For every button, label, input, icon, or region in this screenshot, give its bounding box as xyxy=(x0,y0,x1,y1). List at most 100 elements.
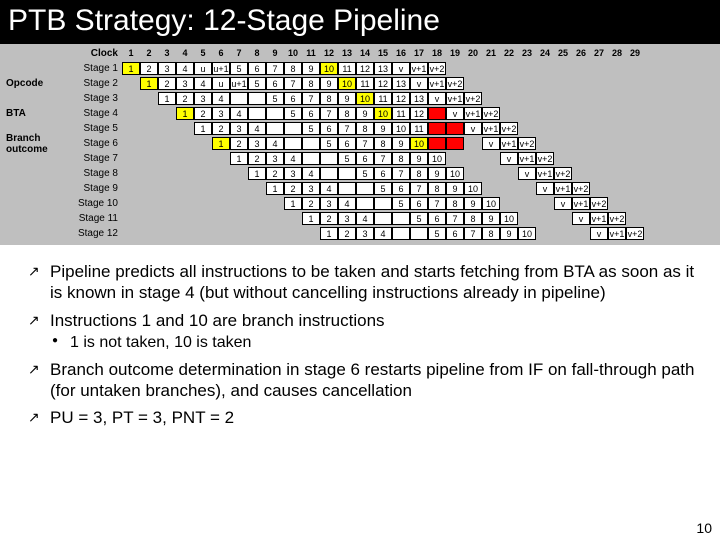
pipeline-cell: 5 xyxy=(374,182,392,195)
pipeline-cell: 3 xyxy=(284,167,302,180)
pipeline-cell xyxy=(266,122,284,135)
clock-col: 1 xyxy=(122,47,140,60)
pipeline-cell: v+1 xyxy=(500,137,518,150)
pipeline-cell xyxy=(248,107,266,120)
stage-label: Stage 1 xyxy=(68,63,122,74)
clock-col: 5 xyxy=(194,47,212,60)
pipeline-cell: v+1 xyxy=(428,77,446,90)
pipeline-cell xyxy=(374,197,392,210)
pipeline-cell: 5 xyxy=(338,152,356,165)
pipeline-cell: 6 xyxy=(302,107,320,120)
pipeline-cell: v xyxy=(572,212,590,225)
pipeline-cell: 4 xyxy=(338,197,356,210)
pipeline-cell: 2 xyxy=(266,167,284,180)
row-side-label: Opcode xyxy=(0,78,68,89)
pipeline-cell: 9 xyxy=(500,227,518,240)
clock-col: 21 xyxy=(482,47,500,60)
pipeline-cell: 9 xyxy=(374,122,392,135)
pipeline-cell: 5 xyxy=(302,122,320,135)
pipeline-cell: 6 xyxy=(374,167,392,180)
pipeline-cell: u xyxy=(194,62,212,75)
pipeline-cell: 5 xyxy=(428,227,446,240)
pipeline-cell: 7 xyxy=(356,137,374,150)
clock-col: 26 xyxy=(572,47,590,60)
pipeline-cell: v+1 xyxy=(590,212,608,225)
pipeline-cell: 6 xyxy=(266,77,284,90)
pipeline-cell xyxy=(302,137,320,150)
pipeline-cell: 4 xyxy=(284,152,302,165)
pipeline-cell: 2 xyxy=(158,77,176,90)
pipeline-cell: v+1 xyxy=(536,167,554,180)
pipeline-cell: 1 xyxy=(284,197,302,210)
pipeline-cell: 12 xyxy=(374,77,392,90)
bullet-item: Branch outcome determination in stage 6 … xyxy=(28,359,696,402)
pipeline-cell xyxy=(266,107,284,120)
pipeline-cell: u+1 xyxy=(212,62,230,75)
clock-label: Clock xyxy=(68,48,122,59)
clock-col: 18 xyxy=(428,47,446,60)
pipeline-cell: 1 xyxy=(140,77,158,90)
pipeline-cell: 7 xyxy=(446,212,464,225)
pipeline-cell: 11 xyxy=(374,92,392,105)
clock-col: 13 xyxy=(338,47,356,60)
slide-title: PTB Strategy: 12-Stage Pipeline xyxy=(0,0,720,44)
pipeline-cell xyxy=(446,137,464,150)
pipeline-cell xyxy=(320,167,338,180)
pipeline-cell: 3 xyxy=(212,107,230,120)
pipeline-cell: 10 xyxy=(446,167,464,180)
pipeline-cell: u+1 xyxy=(230,77,248,90)
pipeline-cell: 5 xyxy=(248,77,266,90)
pipeline-cell: u xyxy=(212,77,230,90)
pipeline-cell: 1 xyxy=(194,122,212,135)
stage-label: Stage 8 xyxy=(68,168,122,179)
pipeline-cell: v xyxy=(590,227,608,240)
pipeline-cell: 11 xyxy=(356,77,374,90)
pipeline-cell: 5 xyxy=(392,197,410,210)
pipeline-cell: 10 xyxy=(464,182,482,195)
pipeline-cell: v xyxy=(428,92,446,105)
pipeline-cell: 1 xyxy=(212,137,230,150)
pipeline-cell xyxy=(248,92,266,105)
pipeline-cell: 8 xyxy=(392,152,410,165)
pipeline-cell: 13 xyxy=(392,77,410,90)
pipeline-cell: 7 xyxy=(302,92,320,105)
pipeline-cell: v+1 xyxy=(572,197,590,210)
pipeline-cell: 10 xyxy=(338,77,356,90)
stage-label: Stage 10 xyxy=(68,198,122,209)
pipeline-cell: 10 xyxy=(428,152,446,165)
pipeline-cell: 9 xyxy=(482,212,500,225)
pipeline-cell: 3 xyxy=(320,197,338,210)
pipeline-cell: 3 xyxy=(302,182,320,195)
pipeline-cell: v xyxy=(500,152,518,165)
stage-label: Stage 11 xyxy=(68,213,122,224)
pipeline-cell xyxy=(284,137,302,150)
pipeline-cell: 8 xyxy=(464,212,482,225)
pipeline-cell: v+1 xyxy=(410,62,428,75)
pipeline-cell: 8 xyxy=(428,182,446,195)
bullet-list: Pipeline predicts all instructions to be… xyxy=(0,245,720,429)
clock-col: 9 xyxy=(266,47,284,60)
clock-col: 6 xyxy=(212,47,230,60)
pipeline-cell: v+2 xyxy=(536,152,554,165)
pipeline-cell: 10 xyxy=(356,92,374,105)
clock-col: 25 xyxy=(554,47,572,60)
pipeline-cell xyxy=(374,212,392,225)
clock-col: 24 xyxy=(536,47,554,60)
pipeline-cell: v+2 xyxy=(608,212,626,225)
stage-label: Stage 5 xyxy=(68,123,122,134)
pipeline-cell: 1 xyxy=(158,92,176,105)
pipeline-cell: 6 xyxy=(356,152,374,165)
pipeline-cell: 7 xyxy=(320,107,338,120)
pipeline-cell: 7 xyxy=(410,182,428,195)
pipeline-cell: v+2 xyxy=(464,92,482,105)
pipeline-cell: 10 xyxy=(374,107,392,120)
clock-col: 12 xyxy=(320,47,338,60)
pipeline-cell: 4 xyxy=(374,227,392,240)
pipeline-cell: v+2 xyxy=(446,77,464,90)
pipeline-cell: 8 xyxy=(482,227,500,240)
pipeline-cell: 8 xyxy=(320,92,338,105)
pipeline-cell xyxy=(338,182,356,195)
pipeline-cell: 4 xyxy=(230,107,248,120)
pipeline-cell: 3 xyxy=(356,227,374,240)
stage-label: Stage 3 xyxy=(68,93,122,104)
